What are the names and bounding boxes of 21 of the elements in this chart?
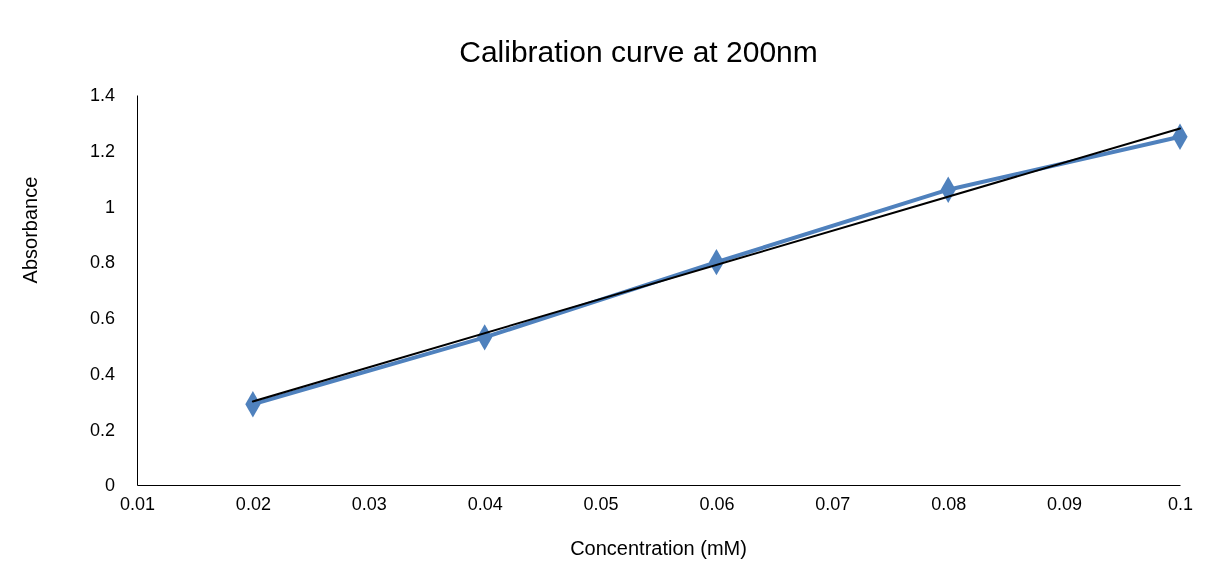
x-tick-label: 0.09 [1047,493,1083,514]
y-tick-label: 0.6 [89,308,115,329]
y-tick-label: 1.2 [89,140,115,161]
x-tick-label: 0.06 [699,493,735,514]
y-tick-label: 0.2 [89,419,115,440]
y-axis-title: Absorbance [19,176,41,284]
x-tick-label: 0.07 [815,493,851,514]
x-tick-label: 0.05 [583,493,619,514]
y-tick-label: 0.4 [89,363,115,384]
chart-title: Calibration curve at 200nm [459,35,818,68]
y-tick-label: 0.8 [89,252,115,273]
x-tick-label: 0.08 [931,493,967,514]
x-tick-label: 0.04 [467,493,503,514]
y-tick-label: 1 [104,196,115,217]
y-tick-label: 1.4 [89,85,115,106]
y-tick-label: 0 [104,475,115,496]
x-tick-label: 0.02 [235,493,271,514]
x-tick-label: 0.01 [119,493,156,514]
x-tick-label: 0.03 [351,493,387,514]
x-axis-title: Concentration (mM) [570,537,747,559]
x-tick-label: 0.1 [1167,493,1194,514]
